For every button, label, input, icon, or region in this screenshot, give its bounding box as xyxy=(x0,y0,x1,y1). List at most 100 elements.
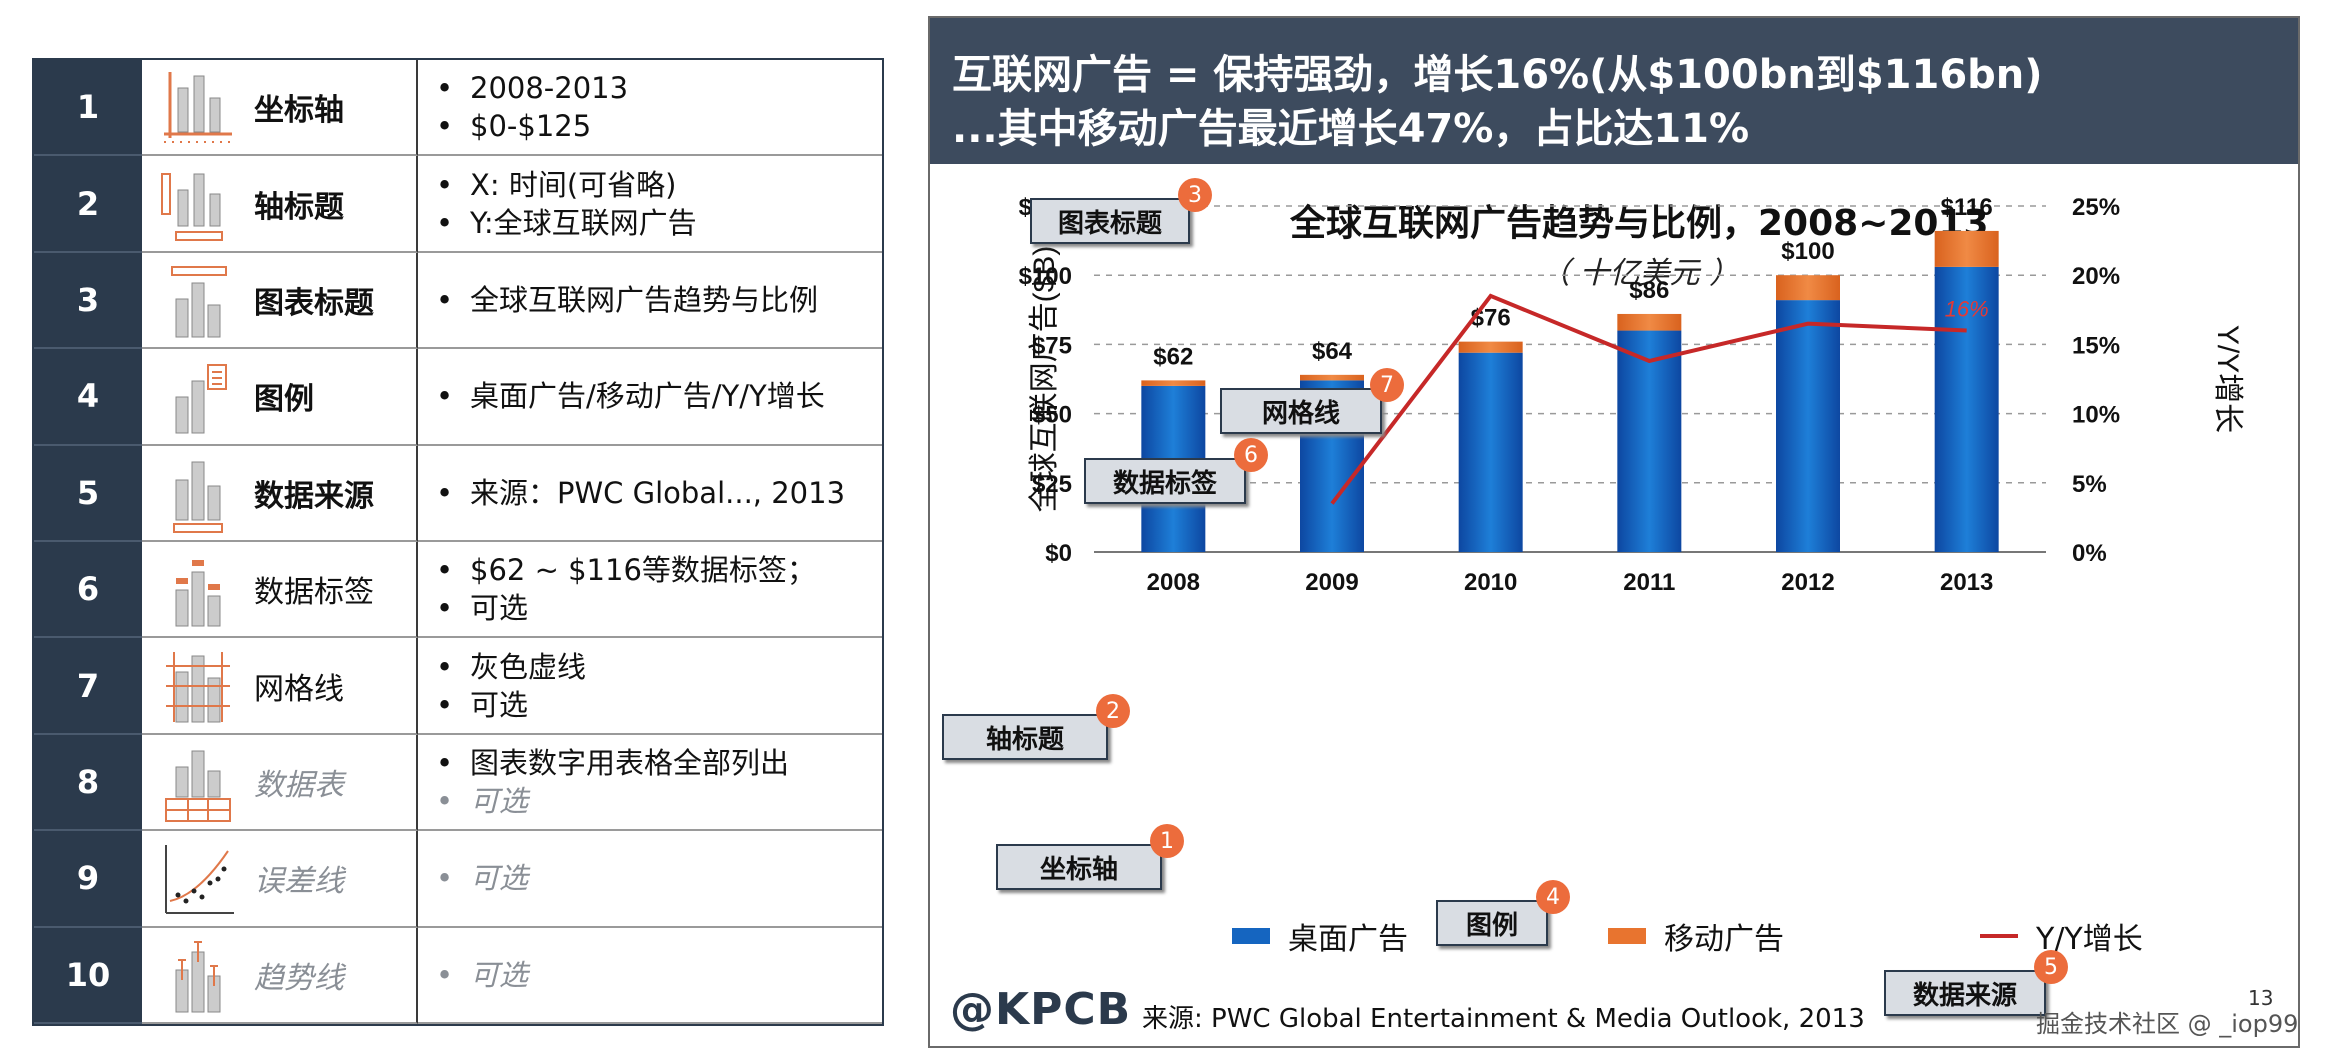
chart-subtitle: （ 十亿美元 ） xyxy=(1540,256,1740,291)
row-desc: X: 时间(可省略) Y:全球互联网广告 xyxy=(418,156,882,253)
row-name-cell: 坐标轴 xyxy=(142,60,418,157)
header-line-2: ...其中移动广告最近增长47%，占比达11% xyxy=(952,106,1750,152)
desc-item: X: 时间(可省略) xyxy=(436,166,882,204)
row-name: 数据表 xyxy=(254,767,344,803)
table-row: 5 数据来源 来源：PWC Global..., 2013 xyxy=(34,445,882,542)
row-name-cell: 趋势线 xyxy=(142,927,418,1024)
data-source-icon xyxy=(173,461,223,533)
row-number: 10 xyxy=(34,927,142,1024)
row-name: 图表标题 xyxy=(254,285,374,321)
bar-mobile xyxy=(1300,374,1364,381)
row-number: 1 xyxy=(34,60,142,157)
page-number: 13 xyxy=(2248,986,2274,1010)
x-tick-label: 2010 xyxy=(1464,569,1517,596)
row-number: 8 xyxy=(34,734,142,832)
annotation-badge: 6 xyxy=(1234,438,1268,472)
legend-mobile-label: 移动广告 xyxy=(1664,922,1784,957)
annotation-label: 数据来源 xyxy=(1912,980,2017,1011)
data-label: $100 xyxy=(1781,238,1834,265)
bar-mobile xyxy=(1776,275,1840,301)
chart-slide: 互联网广告 = 保持强劲，增长16%(从$100bn到$116bn) ...其中… xyxy=(928,16,2300,1048)
row-name: 网格线 xyxy=(254,671,344,707)
y-axis-title: 全球互联网广告($B) xyxy=(1028,246,1061,513)
bar-mobile xyxy=(1141,380,1206,386)
annotation-data-source: 数据来源 5 xyxy=(1884,950,2068,1016)
y-right-tick-label: 25% xyxy=(2072,194,2120,221)
data-label: $76 xyxy=(1471,305,1511,332)
desc-item: 来源：PWC Global..., 2013 xyxy=(436,474,882,512)
legend-desktop: 桌面广告 xyxy=(1232,914,1408,958)
legend-desktop-label: 桌面广告 xyxy=(1288,922,1408,957)
annotation-label: 网格线 xyxy=(1261,398,1340,429)
y-right-tick-label: 20% xyxy=(2072,263,2120,290)
annotation-data-label: 数据标签 6 xyxy=(1084,438,1268,504)
legend-mobile: 移动广告 xyxy=(1608,914,1784,958)
annotation-legend: 图例 4 xyxy=(1436,880,1570,946)
table-row: 2 轴标题 X: 时间(可省略) Y:全球互联网广告 xyxy=(34,156,882,253)
table-row: 9 误差线 可选 xyxy=(34,831,882,928)
row-name-cell: 网格线 xyxy=(142,638,418,735)
annotation-axis-title: 轴标题 2 xyxy=(942,694,1130,760)
row-name: 轴标题 xyxy=(254,189,344,225)
bar-desktop xyxy=(1776,300,1840,552)
row-name: 趋势线 xyxy=(254,960,344,996)
table-row: 8 数据表 图表数字用表格全部列出 可选 xyxy=(34,734,882,832)
legend-swatch-growth xyxy=(1980,934,2018,938)
bar-desktop xyxy=(1617,330,1682,552)
data-source-text: 来源: PWC Global Entertainment & Media Out… xyxy=(1142,1004,1865,1034)
annotation-badge: 2 xyxy=(1096,694,1130,728)
legend-icon xyxy=(175,364,227,434)
row-name: 误差线 xyxy=(254,864,344,900)
x-tick-label: 2013 xyxy=(1940,569,1993,596)
row-name: 坐标轴 xyxy=(254,93,344,129)
data-table-icon xyxy=(165,750,231,822)
y-right-tick-label: 10% xyxy=(2072,402,2120,429)
annotation-label: 图表标题 xyxy=(1057,208,1162,239)
row-number: 9 xyxy=(34,831,142,928)
row-name: 数据来源 xyxy=(254,478,374,514)
desc-item: 可选 xyxy=(436,589,882,627)
desc-item: Y:全球互联网广告 xyxy=(436,204,882,242)
annotation-chart-title: 图表标题 3 xyxy=(1030,178,1212,244)
row-desc: 桌面广告/移动广告/Y/Y增长 xyxy=(418,349,882,446)
row-name-cell: 误差线 xyxy=(142,831,418,928)
desc-item: $0-$125 xyxy=(436,107,882,145)
data-label: $62 xyxy=(1153,343,1193,370)
gridline-icon xyxy=(166,652,230,723)
row-desc: 来源：PWC Global..., 2013 xyxy=(418,446,882,542)
desc-item: 可选 xyxy=(436,859,882,897)
bar-mobile xyxy=(1617,313,1682,331)
row-desc: 可选 xyxy=(418,928,882,1024)
axis-icon xyxy=(164,72,232,143)
annotation-badge: 4 xyxy=(1536,880,1570,914)
chart-title: 全球互联网广告趋势与比例，2008~2013 xyxy=(1290,203,1989,244)
data-label-icon xyxy=(175,560,221,627)
row-name: 图例 xyxy=(254,382,314,418)
desc-item: 2008-2013 xyxy=(436,69,882,107)
watermark: 掘金技术社区 @ _iop99 xyxy=(2036,1010,2299,1038)
bar-desktop xyxy=(1458,352,1523,552)
y-right-axis-title: Y/Y增长 xyxy=(2211,325,2244,433)
row-number: 2 xyxy=(34,156,142,253)
chart-title-icon xyxy=(171,265,227,338)
bar-mobile xyxy=(1458,341,1523,353)
row-name-cell: 图例 xyxy=(142,349,418,446)
row-name-cell: 数据来源 xyxy=(142,445,418,542)
row-desc: 图表数字用表格全部列出 可选 xyxy=(418,735,882,832)
y-tick-label: $100 xyxy=(1019,263,1072,290)
row-name-cell: 数据表 xyxy=(142,734,418,832)
annotation-badge: 1 xyxy=(1150,824,1184,858)
y-right-tick-label: 15% xyxy=(2072,332,2120,359)
row-name-cell: 图表标题 xyxy=(142,252,418,350)
row-desc: 灰色虚线 可选 xyxy=(418,638,882,735)
annotation-badge: 3 xyxy=(1178,178,1212,212)
table-row: 1 坐标轴 2008-2013 $0-$125 xyxy=(34,60,882,157)
legend-growth: Y/Y增长 xyxy=(1980,914,2143,958)
desc-item: 可选 xyxy=(436,686,882,724)
legend-swatch-mobile xyxy=(1608,928,1646,944)
element-table: 1 坐标轴 2008-2013 $0-$125 2 xyxy=(32,58,884,1026)
row-number: 3 xyxy=(34,252,142,350)
table-row: 7 网格线 灰色虚线 可选 xyxy=(34,638,882,735)
bar-mobile xyxy=(1934,230,1999,267)
legend-swatch-desktop xyxy=(1232,928,1270,944)
